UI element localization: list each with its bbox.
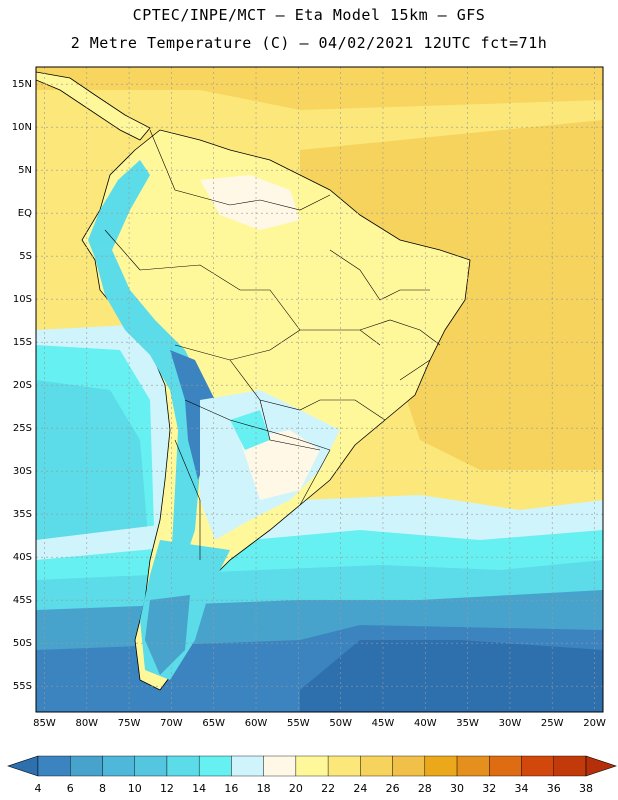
lat-label: 20S — [13, 380, 32, 391]
colorbar-level-label: 16 — [224, 782, 238, 795]
lon-label: 60W — [245, 718, 268, 729]
colorbar-swatch — [295, 755, 329, 777]
colorbar-level-label: 28 — [418, 782, 432, 795]
lon-label: 50W — [329, 718, 352, 729]
lon-label: 85W — [33, 718, 56, 729]
colorbar-level-label: 32 — [482, 782, 496, 795]
colorbar-swatch — [37, 755, 71, 777]
south-brazil-cool-band — [230, 410, 270, 450]
patagonia-colder-band — [145, 595, 190, 675]
colorbar-swatch — [489, 755, 522, 777]
colorbar-low-arrow — [7, 755, 39, 777]
colorbar-swatch — [102, 755, 135, 777]
lat-label: 55S — [13, 681, 32, 692]
lon-label: 35W — [456, 718, 479, 729]
colorbar-swatch — [553, 755, 587, 777]
colorbar-level-label: 8 — [99, 782, 106, 795]
colorbar-level-label: 22 — [321, 782, 335, 795]
central-america-land — [36, 71, 151, 141]
lat-label: 15N — [12, 79, 32, 90]
lat-label: 45S — [13, 595, 32, 606]
colorbar-level-label: 24 — [353, 782, 367, 795]
lat-label: 5S — [19, 251, 32, 262]
colorbar-swatch — [198, 755, 232, 777]
colorbar-high-arrow — [585, 755, 617, 777]
lat-label: 35S — [13, 509, 32, 520]
lat-label: 10S — [13, 294, 32, 305]
colorbar-swatch — [456, 755, 490, 777]
latitude-labels: 15N 10N 5N EQ 5S 10S 15S 20S 25S 30S 35S 40S 45S 50S 5… — [12, 79, 32, 692]
colorbar-swatch — [263, 755, 297, 777]
lat-label: 5N — [18, 165, 32, 176]
lat-label: 40S — [13, 552, 32, 563]
colorbar-level-label: 38 — [579, 782, 593, 795]
map-frame — [35, 66, 604, 713]
lon-label: 20W — [583, 718, 606, 729]
lat-label: 30S — [13, 466, 32, 477]
lon-label: 70W — [160, 718, 183, 729]
colorbar-swatch — [424, 755, 458, 777]
amazon-mild-band — [200, 175, 300, 230]
colorbar-swatch — [166, 755, 200, 777]
colorbar-level-label: 20 — [289, 782, 303, 795]
lon-label: 40W — [414, 718, 437, 729]
lon-label: 65W — [202, 718, 225, 729]
colorbar-swatch — [521, 755, 554, 777]
lon-label: 80W — [75, 718, 98, 729]
colorbar-level-label: 4 — [35, 782, 42, 795]
polar-core-band — [300, 640, 603, 712]
field-layer — [36, 67, 603, 712]
lon-label: 75W — [118, 718, 141, 729]
colorbar-level-label: 6 — [67, 782, 74, 795]
lat-label: 50S — [13, 638, 32, 649]
colorbar-level-label: 14 — [192, 782, 206, 795]
lat-label: 15S — [13, 337, 32, 348]
lon-label: 55W — [287, 718, 310, 729]
andes-cold-band — [88, 160, 210, 560]
longitude-labels: 85W 80W 75W 70W 65W 60W 55W 50W 45W 40W 35W 30W 25W 2… — [33, 718, 606, 729]
lon-label: 30W — [499, 718, 522, 729]
colorbar-swatch — [360, 755, 393, 777]
header-title: CPTEC/INPE/MCT – Eta Model 15km – GFS — [132, 6, 486, 24]
lon-label: 45W — [372, 718, 395, 729]
plains-mild-band — [240, 430, 320, 500]
lon-label: 25W — [541, 718, 564, 729]
lat-label: EQ — [18, 208, 32, 219]
lat-label: 25S — [13, 423, 32, 434]
colorbar-level-label: 18 — [257, 782, 271, 795]
north-warm-band — [36, 67, 603, 110]
colorbar: 4 6 8 10 12 14 16 18 20 22 24 26 28 30 32 34 36 38 — [7, 755, 617, 795]
colorbar-swatch — [392, 755, 426, 777]
lat-label: 10N — [12, 122, 32, 133]
colorbar-swatch — [70, 755, 103, 777]
header-subtitle: 2 Metre Temperature (C) – 04/02/2021 12U… — [70, 34, 548, 52]
pacific-colder-band — [36, 380, 150, 560]
country-borders — [104, 129, 441, 560]
colorbar-swatch — [134, 755, 168, 777]
colorbar-level-label: 30 — [450, 782, 464, 795]
colorbar-level-label: 26 — [386, 782, 400, 795]
colorbar-level-label: 36 — [547, 782, 561, 795]
colorbar-level-label: 34 — [515, 782, 529, 795]
colorbar-level-label: 10 — [128, 782, 142, 795]
colorbar-swatch — [231, 755, 264, 777]
colorbar-level-label: 12 — [160, 782, 174, 795]
colorbar-swatch — [327, 755, 361, 777]
